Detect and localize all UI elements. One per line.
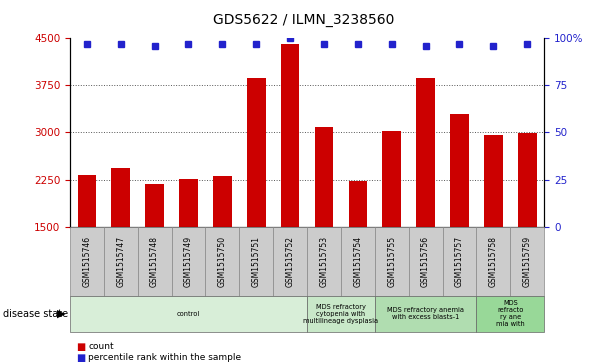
Bar: [111, 168, 130, 227]
FancyBboxPatch shape: [341, 227, 375, 296]
Text: GSM1515752: GSM1515752: [286, 236, 295, 287]
FancyBboxPatch shape: [307, 227, 341, 296]
Bar: [518, 134, 536, 227]
Text: GSM1515750: GSM1515750: [218, 236, 227, 287]
FancyBboxPatch shape: [240, 227, 273, 296]
FancyBboxPatch shape: [510, 227, 544, 296]
FancyBboxPatch shape: [104, 227, 137, 296]
FancyBboxPatch shape: [375, 296, 477, 332]
FancyBboxPatch shape: [206, 227, 240, 296]
Bar: [450, 114, 469, 227]
Bar: [247, 78, 266, 227]
Text: GSM1515754: GSM1515754: [353, 236, 362, 287]
Text: GSM1515747: GSM1515747: [116, 236, 125, 287]
Bar: [213, 176, 232, 227]
Bar: [416, 78, 435, 227]
Text: GSM1515757: GSM1515757: [455, 236, 464, 287]
Bar: [484, 135, 503, 227]
Text: GSM1515753: GSM1515753: [319, 236, 328, 287]
FancyBboxPatch shape: [171, 227, 206, 296]
Bar: [179, 179, 198, 227]
Text: MDS refractory
cytopenia with
multilineage dysplasia: MDS refractory cytopenia with multilinea…: [303, 304, 378, 324]
FancyBboxPatch shape: [477, 227, 510, 296]
Text: ▶: ▶: [57, 309, 65, 319]
Text: GDS5622 / ILMN_3238560: GDS5622 / ILMN_3238560: [213, 13, 395, 27]
Text: ■: ■: [76, 352, 85, 363]
Bar: [348, 181, 367, 227]
Text: ■: ■: [76, 342, 85, 352]
Text: GSM1515751: GSM1515751: [252, 236, 261, 287]
Text: disease state: disease state: [3, 309, 68, 319]
Text: count: count: [88, 342, 114, 351]
Text: control: control: [177, 311, 200, 317]
FancyBboxPatch shape: [70, 296, 307, 332]
FancyBboxPatch shape: [409, 227, 443, 296]
FancyBboxPatch shape: [375, 227, 409, 296]
Text: GSM1515755: GSM1515755: [387, 236, 396, 287]
Bar: [281, 44, 299, 227]
FancyBboxPatch shape: [273, 227, 307, 296]
FancyBboxPatch shape: [477, 296, 544, 332]
FancyBboxPatch shape: [443, 227, 477, 296]
Text: GSM1515749: GSM1515749: [184, 236, 193, 287]
Bar: [145, 184, 164, 227]
Bar: [78, 175, 96, 227]
Text: GSM1515756: GSM1515756: [421, 236, 430, 287]
Text: GSM1515746: GSM1515746: [82, 236, 91, 287]
Bar: [315, 127, 333, 227]
Text: GSM1515748: GSM1515748: [150, 236, 159, 287]
Text: GSM1515759: GSM1515759: [523, 236, 532, 287]
Bar: [382, 131, 401, 227]
FancyBboxPatch shape: [137, 227, 171, 296]
FancyBboxPatch shape: [70, 227, 104, 296]
Text: MDS
refracto
ry ane
mia with: MDS refracto ry ane mia with: [496, 301, 525, 327]
Text: GSM1515758: GSM1515758: [489, 236, 498, 287]
FancyBboxPatch shape: [307, 296, 375, 332]
Text: percentile rank within the sample: percentile rank within the sample: [88, 353, 241, 362]
Text: MDS refractory anemia
with excess blasts-1: MDS refractory anemia with excess blasts…: [387, 307, 464, 321]
